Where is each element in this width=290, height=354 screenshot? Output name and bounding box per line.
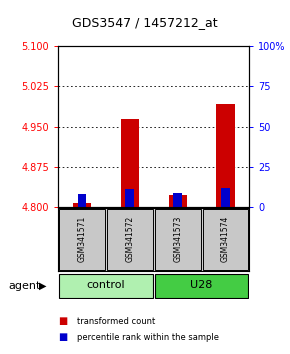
Text: ■: ■ xyxy=(58,316,67,326)
Bar xyxy=(59,274,153,298)
Bar xyxy=(216,104,235,207)
Text: GSM341572: GSM341572 xyxy=(125,216,134,262)
Bar xyxy=(155,209,201,269)
Text: agent: agent xyxy=(9,281,41,291)
Bar xyxy=(59,209,105,269)
Bar xyxy=(73,203,91,207)
Bar xyxy=(168,195,187,207)
Bar xyxy=(155,274,249,298)
Text: GSM341571: GSM341571 xyxy=(77,216,86,262)
Bar xyxy=(221,188,230,207)
Text: U28: U28 xyxy=(190,280,213,290)
Text: GSM341574: GSM341574 xyxy=(221,216,230,263)
Text: ■: ■ xyxy=(58,332,67,342)
Bar xyxy=(107,209,153,269)
Text: ▶: ▶ xyxy=(39,281,47,291)
Bar xyxy=(202,209,249,269)
Bar xyxy=(78,194,86,207)
Bar xyxy=(126,189,134,207)
Text: transformed count: transformed count xyxy=(77,317,155,326)
Text: GDS3547 / 1457212_at: GDS3547 / 1457212_at xyxy=(72,17,218,29)
Bar xyxy=(121,119,139,207)
Text: GSM341573: GSM341573 xyxy=(173,216,182,263)
Text: percentile rank within the sample: percentile rank within the sample xyxy=(77,332,219,342)
Text: control: control xyxy=(86,280,125,290)
Bar xyxy=(173,193,182,207)
